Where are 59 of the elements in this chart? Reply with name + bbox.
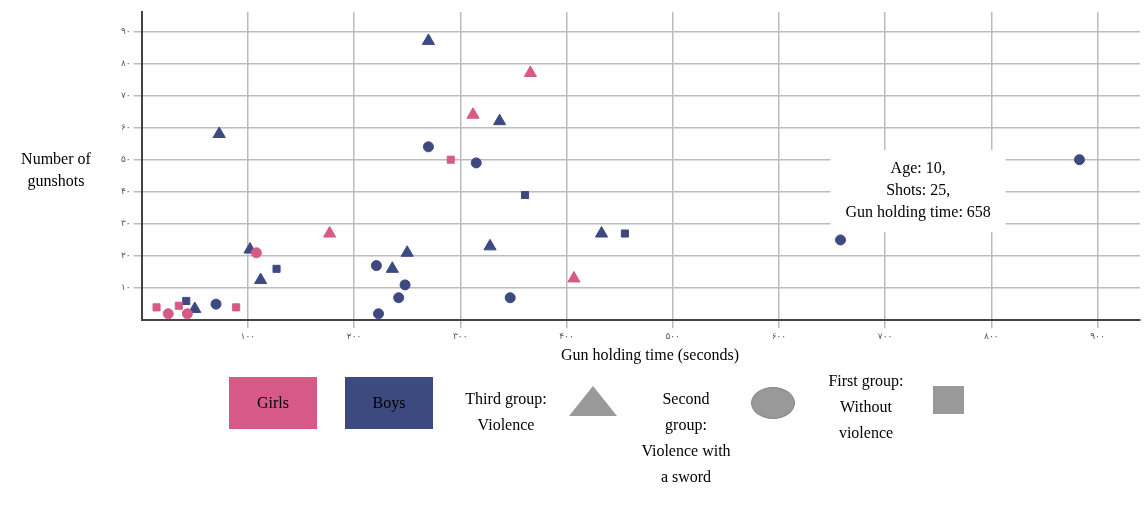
x-tick-label: ۳۰۰	[453, 330, 468, 341]
point	[385, 261, 399, 273]
point	[594, 226, 609, 238]
point	[181, 308, 193, 320]
x-tick-label: ۲۰۰	[346, 330, 362, 341]
point	[421, 33, 435, 45]
point	[152, 303, 161, 312]
point	[466, 107, 480, 119]
y-tick-label: ۷۰	[121, 89, 131, 100]
point	[483, 238, 497, 251]
y-tick-label: ۴۰	[121, 186, 131, 197]
text: Third group: Violence	[464, 389, 548, 435]
y-axis-title: Number of gunshots	[20, 149, 92, 192]
x-tick-label: ۱۰۰	[240, 330, 256, 341]
y-tick-label: ۹۰	[121, 25, 131, 36]
point	[620, 229, 629, 238]
point	[835, 234, 846, 246]
point	[504, 292, 516, 304]
point	[232, 303, 241, 312]
x-tick-label: ۶۰۰	[771, 330, 787, 341]
point	[523, 65, 537, 77]
x-axis-title: Gun holding time (seconds)	[559, 346, 741, 364]
text: First group: Without violence	[827, 371, 905, 443]
point	[493, 113, 507, 126]
y-tick-label: ۵۰	[121, 154, 131, 165]
y-tick-label: ۳۰	[121, 218, 131, 229]
point	[174, 301, 183, 310]
text: Boys	[345, 377, 433, 429]
point	[250, 247, 262, 259]
point	[521, 190, 530, 200]
point	[212, 126, 226, 138]
point	[323, 226, 337, 238]
point	[182, 296, 191, 305]
point	[373, 308, 385, 320]
text: Second group: Violence with a sword	[641, 389, 731, 487]
point	[1073, 154, 1085, 166]
y-tick-label: ۸۰	[121, 57, 131, 68]
x-tick-label: ۵۰۰	[665, 330, 680, 341]
point	[422, 141, 434, 153]
point	[446, 155, 455, 164]
annotation: Age: 10, Shots: 25, Gun holding time: 658	[845, 159, 991, 222]
x-tick-label: ۸۰۰	[984, 330, 999, 341]
point	[393, 292, 405, 304]
point	[254, 272, 268, 285]
y-tick-label: ۱۰	[121, 282, 131, 293]
x-tick-label: ۴۰۰	[559, 330, 574, 341]
point	[162, 308, 174, 320]
point	[567, 270, 581, 283]
point	[272, 264, 281, 273]
x-tick-label: ۹۰۰	[1090, 330, 1105, 341]
text: Girls	[229, 377, 317, 429]
point	[399, 279, 411, 291]
y-tick-label: ۲۰	[121, 250, 131, 261]
x-tick-label: ۷۰۰	[877, 330, 893, 341]
point	[400, 245, 414, 257]
point	[470, 157, 482, 169]
point	[210, 298, 222, 310]
y-tick-label: ۶۰	[121, 121, 131, 132]
point	[370, 260, 382, 272]
